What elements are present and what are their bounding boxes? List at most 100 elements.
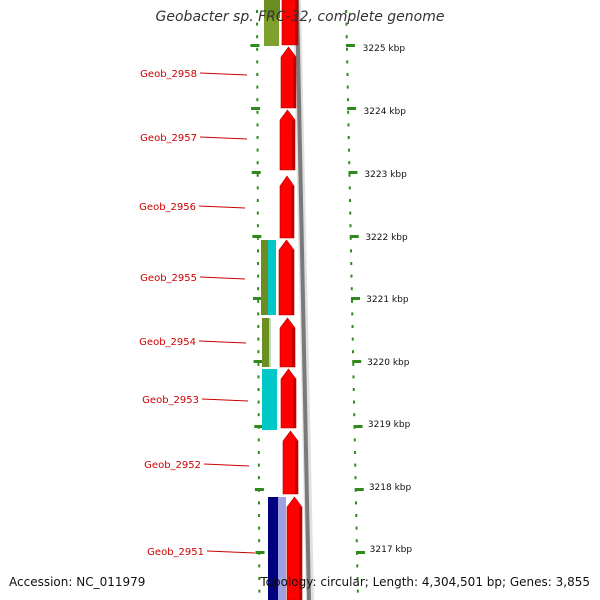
minor-tick-left (257, 451, 260, 454)
minor-tick-right (346, 98, 349, 102)
major-tick-right (345, 44, 355, 47)
gene-label-leader (198, 340, 247, 344)
cds-arrow-shade (295, 441, 298, 494)
minor-tick-left (256, 35, 259, 39)
scale-label: 3222 kbp (365, 233, 408, 243)
minor-tick-right (351, 325, 354, 328)
gene-label-leader (206, 550, 256, 554)
minor-tick-right (354, 451, 357, 454)
minor-tick-left (257, 413, 260, 417)
minor-tick-right (354, 463, 357, 467)
minor-tick-left (258, 501, 261, 505)
minor-tick-left (256, 22, 259, 26)
gene-label-leader (199, 136, 248, 140)
minor-tick-right (347, 148, 350, 152)
minor-tick-left (257, 287, 260, 291)
minor-tick-right (352, 362, 355, 366)
gene-label: Geob_2951 (147, 547, 204, 558)
minor-tick-left (257, 400, 260, 404)
major-tick-left (252, 297, 262, 300)
minor-tick-left (256, 10, 259, 13)
minor-tick-right (349, 249, 352, 253)
minor-tick-right (348, 199, 351, 202)
minor-tick-right (349, 211, 352, 215)
minor-tick-left (256, 98, 259, 102)
minor-tick-left (257, 312, 260, 316)
minor-tick-right (345, 10, 348, 13)
minor-tick-right (352, 350, 355, 354)
minor-tick-right (353, 413, 356, 417)
minor-tick-right (351, 312, 354, 316)
minor-tick-right (348, 161, 351, 165)
olive-feature-top-lower (264, 18, 279, 46)
cds-arrow-shade (292, 120, 295, 170)
cds-arrow-shade (291, 250, 294, 315)
minor-tick-left (256, 211, 259, 215)
major-tick-right (348, 171, 358, 174)
gene-label: Geob_2954 (139, 337, 196, 348)
minor-tick-left (257, 438, 260, 442)
gene-label-leader (203, 463, 250, 467)
major-tick-left (251, 171, 261, 174)
minor-tick-left (256, 186, 259, 190)
minor-tick-left (256, 224, 259, 228)
major-tick-left (255, 551, 265, 554)
gene-labels: Geob_2958 Geob_2957 Geob_2956 Geob_2955 Geob… (139, 69, 256, 558)
minor-tick-right (350, 274, 353, 278)
gene-label-leader (199, 72, 248, 76)
minor-tick-left (256, 173, 259, 177)
scale-label: 3219 kbp (368, 420, 411, 430)
minor-tick-right (348, 173, 351, 177)
minor-tick-left (257, 337, 260, 341)
olive-feature (262, 318, 269, 367)
gene-label: Geob_2955 (140, 273, 197, 284)
minor-tick-right (356, 589, 359, 593)
minor-tick-left (257, 262, 260, 265)
cyan-feature (268, 240, 276, 315)
minor-tick-left (258, 589, 261, 593)
minor-tick-right (347, 110, 350, 114)
major-tick-right (349, 235, 359, 238)
minor-tick-left (257, 350, 260, 354)
minor-tick-right (345, 47, 348, 51)
minor-tick-right (348, 186, 351, 190)
minor-tick-left (256, 148, 259, 152)
minor-tick-right (350, 287, 353, 291)
minor-tick-right (355, 514, 358, 517)
minor-tick-left (258, 577, 261, 580)
minor-tick-right (346, 60, 349, 64)
minor-tick-right (354, 476, 357, 480)
scale-label: 3220 kbp (367, 358, 410, 368)
minor-tick-right (355, 501, 358, 505)
cds-arrow-shade (291, 186, 294, 238)
minor-tick-right (355, 539, 358, 543)
major-tick-right (356, 551, 366, 554)
gene-label-leader (198, 205, 246, 209)
major-tick-right (353, 425, 363, 428)
minor-tick-right (356, 577, 359, 580)
lavender-feature (278, 497, 286, 600)
minor-tick-right (345, 35, 348, 39)
minor-tick-left (257, 299, 260, 303)
scale-label: 3225 kbp (363, 44, 406, 54)
tick-marks (250, 10, 366, 593)
minor-tick-right (349, 236, 352, 240)
scale-label: 3223 kbp (364, 170, 407, 180)
gene-label: Geob_2958 (140, 69, 197, 80)
minor-tick-left (258, 564, 261, 568)
minor-tick-right (353, 438, 356, 442)
minor-tick-left (257, 463, 260, 467)
minor-tick-left (257, 388, 260, 391)
minor-tick-left (256, 249, 259, 253)
minor-tick-left (257, 274, 260, 278)
minor-tick-left (256, 236, 259, 240)
minor-tick-left (256, 199, 259, 202)
minor-tick-left (256, 85, 259, 89)
pale-feature (269, 318, 271, 367)
scale-label: 3221 kbp (366, 295, 409, 305)
gene-label: Geob_2953 (142, 395, 199, 406)
minor-tick-left (257, 325, 260, 328)
minor-tick-left (257, 375, 260, 379)
genome-summary: Topology: circular; Length: 4,304,501 bp… (260, 575, 590, 589)
minor-tick-left (256, 73, 259, 76)
